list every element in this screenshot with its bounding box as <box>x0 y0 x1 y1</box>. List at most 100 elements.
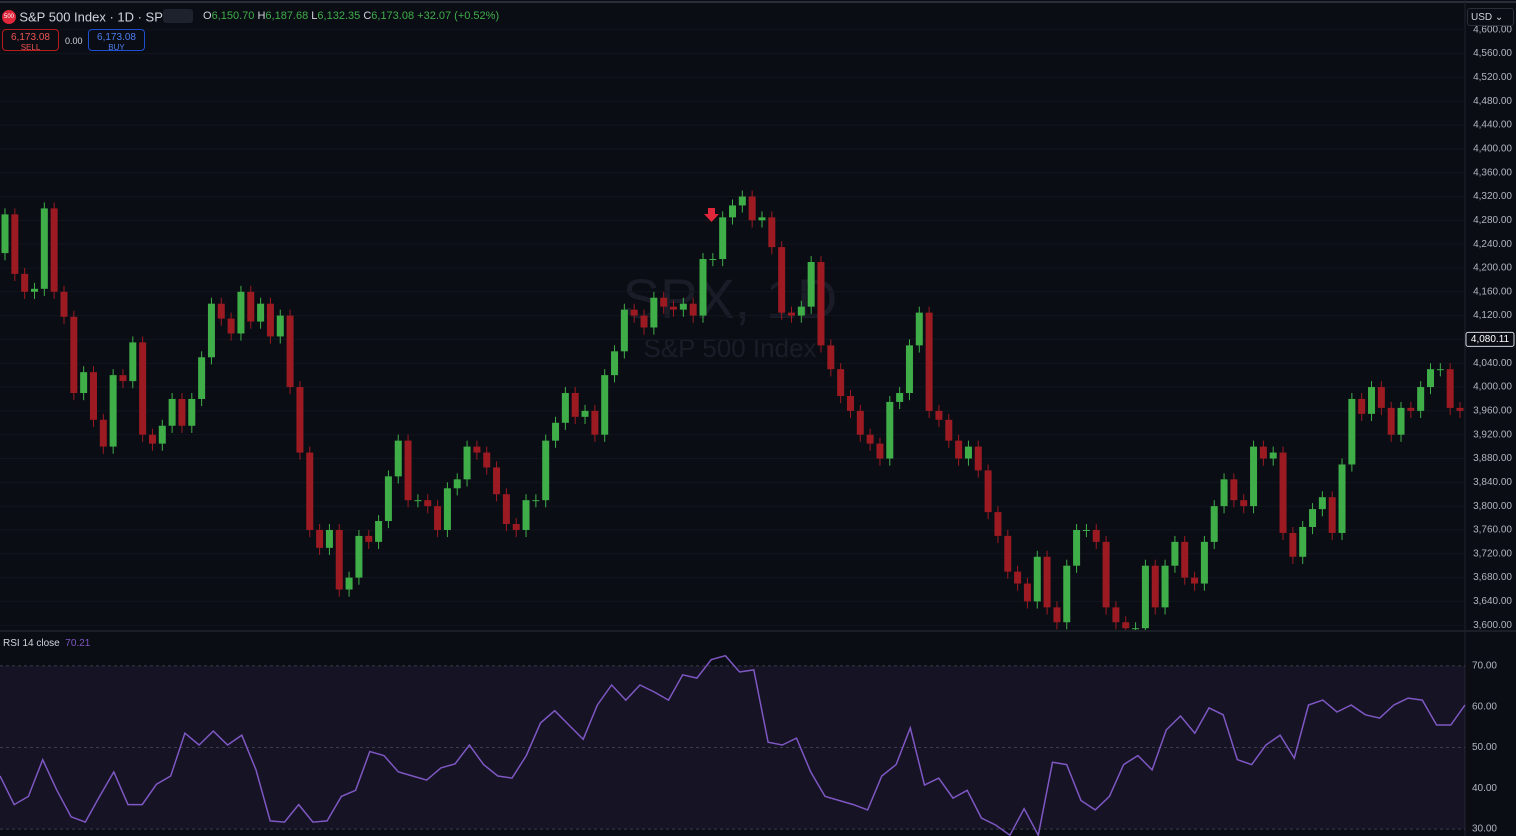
rsi-tick-label: 70.00 <box>1472 661 1497 672</box>
candle-body <box>866 434 874 444</box>
candle <box>1318 491 1326 517</box>
candle-body <box>1004 535 1012 572</box>
candle <box>620 303 628 359</box>
candle-body <box>1210 506 1218 542</box>
y-tick-label: 4,440.00 <box>1473 120 1512 131</box>
toggle[interactable] <box>163 9 193 23</box>
candle <box>846 390 854 419</box>
candle <box>453 473 461 496</box>
candle-body <box>434 506 442 530</box>
candle-body <box>768 217 776 248</box>
candle <box>1181 535 1189 585</box>
change: +32.07 (+0.52%) <box>417 10 500 22</box>
candle-body <box>1407 407 1415 411</box>
spread: 0.00 <box>65 36 83 46</box>
y-tick-label: 4,560.00 <box>1473 48 1512 59</box>
badge: 500 <box>2 9 16 24</box>
sell-button[interactable]: 6,173.08 SELL <box>2 29 59 52</box>
candle <box>1358 393 1366 421</box>
candle <box>325 524 333 555</box>
candle <box>1122 616 1130 630</box>
candle <box>670 300 678 317</box>
watermark-name: S&P 500 Index <box>644 333 817 363</box>
candle-body <box>571 393 579 417</box>
candle <box>178 393 186 433</box>
ohlc-value: 6,187.68 <box>265 10 309 22</box>
candle <box>394 434 402 484</box>
y-tick-label: 3,840.00 <box>1473 477 1512 488</box>
y-tick-label: 3,720.00 <box>1473 548 1512 559</box>
candle-body <box>1427 369 1435 388</box>
candle <box>335 524 343 597</box>
candle <box>542 434 550 508</box>
candle <box>1 208 9 261</box>
candle <box>99 413 107 454</box>
candle-body <box>1289 532 1297 557</box>
symbol[interactable]: S&P 500 Index · 1D · SP <box>19 9 163 25</box>
candle <box>1161 559 1169 615</box>
candle-body <box>365 535 373 542</box>
buy-button[interactable]: 6,173.08 BUY <box>88 29 145 52</box>
candle-body <box>1240 500 1248 507</box>
candle-body <box>30 288 38 292</box>
candle <box>699 253 707 323</box>
candle <box>463 440 471 487</box>
candle <box>306 446 314 538</box>
candle-body <box>1377 387 1385 408</box>
candle <box>1073 524 1081 573</box>
candle <box>1230 473 1238 508</box>
candle <box>227 312 235 341</box>
y-tick-label: 4,000.00 <box>1473 382 1512 393</box>
candle-body <box>670 306 678 310</box>
candle-body <box>1063 565 1071 623</box>
candle <box>217 297 225 326</box>
candle <box>414 494 422 508</box>
candle-body <box>974 446 982 471</box>
candle <box>139 336 147 442</box>
candle <box>1436 363 1444 377</box>
sell-price: 6,173.08 <box>11 32 50 43</box>
candle <box>89 366 97 427</box>
candle <box>787 306 795 323</box>
candle <box>384 470 392 529</box>
candle <box>591 404 599 442</box>
currency-select[interactable]: USD ⌄ <box>1467 8 1514 26</box>
y-tick-label: 3,920.00 <box>1473 429 1512 440</box>
candle-body <box>168 398 176 426</box>
candle-body <box>542 440 550 501</box>
candle <box>404 434 412 508</box>
candle-body <box>178 398 186 426</box>
candle <box>837 363 845 404</box>
candle <box>1328 491 1336 541</box>
candle-body <box>266 303 274 337</box>
candle-body <box>876 443 884 459</box>
candle-body <box>276 315 284 337</box>
rsi-line <box>0 654 1466 836</box>
candle-body <box>1269 452 1277 459</box>
candle-body <box>345 577 353 590</box>
currency: USD <box>1471 12 1493 23</box>
candle <box>21 267 29 299</box>
candle <box>709 253 717 267</box>
candle-body <box>80 372 88 394</box>
candle <box>561 387 569 430</box>
candle-body <box>237 291 245 334</box>
candle-body <box>247 291 255 322</box>
candle <box>1171 535 1179 573</box>
candle-body <box>453 479 461 489</box>
candle <box>148 428 156 451</box>
candle <box>1338 458 1346 541</box>
candle <box>797 300 805 323</box>
candle-body <box>1181 541 1189 578</box>
candle <box>1259 440 1267 466</box>
candle <box>1279 446 1287 541</box>
candle-body <box>404 440 412 501</box>
rsi-tick-label: 50.00 <box>1472 742 1497 753</box>
candle-body <box>679 303 687 310</box>
candle <box>729 199 736 225</box>
candle-body <box>856 410 864 435</box>
rsi-tick-label: 40.00 <box>1472 783 1497 794</box>
candle-body <box>1102 541 1110 608</box>
candle <box>1102 535 1110 615</box>
candle <box>40 202 48 296</box>
